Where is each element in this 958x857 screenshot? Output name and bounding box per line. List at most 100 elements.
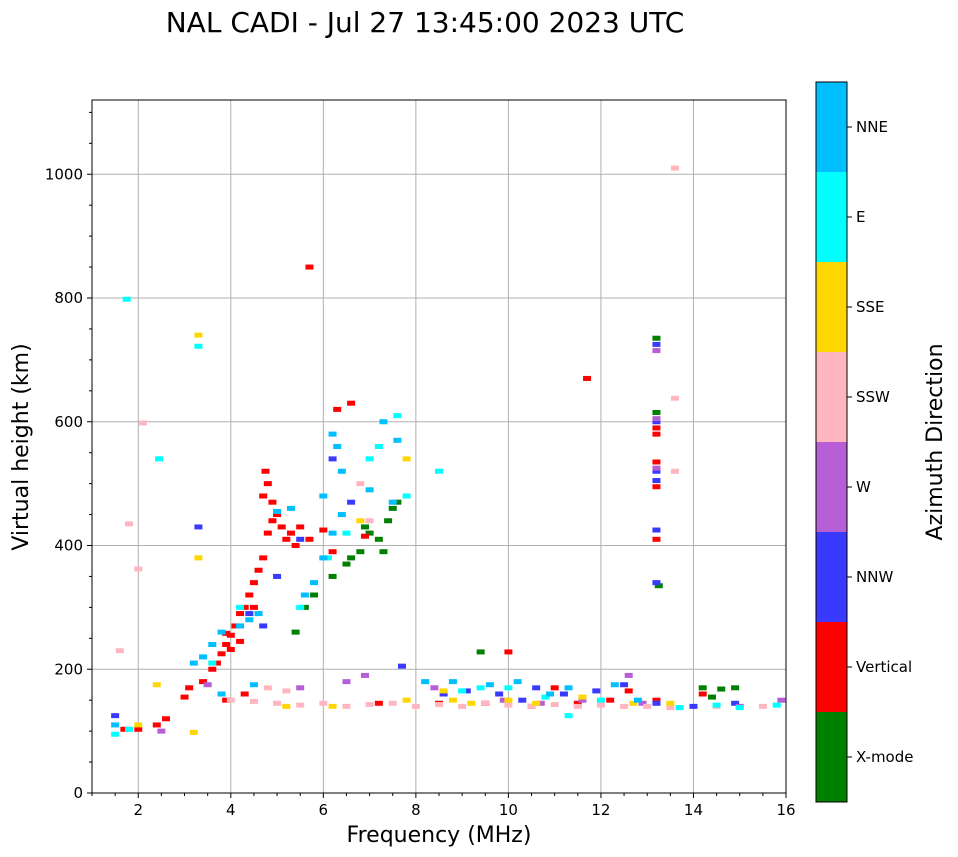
data-point bbox=[319, 555, 328, 561]
chart-title: NAL CADI - Jul 27 13:45:00 2023 UTC bbox=[166, 6, 685, 39]
data-point bbox=[439, 688, 448, 694]
series-nnw bbox=[111, 341, 740, 719]
data-point bbox=[328, 431, 337, 437]
data-point bbox=[342, 530, 351, 536]
data-point bbox=[286, 505, 295, 511]
x-tick-label: 10 bbox=[499, 801, 518, 819]
data-point bbox=[652, 527, 661, 533]
data-point bbox=[476, 685, 485, 691]
colorbar-tick-label: NNE bbox=[856, 118, 888, 136]
data-point bbox=[476, 649, 485, 655]
data-point bbox=[254, 611, 263, 617]
data-point bbox=[652, 341, 661, 347]
data-point bbox=[342, 561, 351, 567]
data-point bbox=[328, 456, 337, 462]
data-point bbox=[259, 623, 268, 629]
data-point bbox=[481, 700, 490, 706]
data-point bbox=[310, 592, 319, 598]
data-point bbox=[273, 573, 282, 579]
colorbar-segment bbox=[816, 172, 847, 262]
data-point bbox=[125, 726, 134, 732]
data-point bbox=[261, 468, 270, 474]
data-point bbox=[536, 700, 545, 706]
data-point bbox=[365, 456, 374, 462]
x-tick-label: 4 bbox=[226, 801, 236, 819]
data-point bbox=[393, 413, 402, 419]
plot-frame bbox=[91, 99, 787, 794]
data-point bbox=[122, 296, 131, 302]
data-point bbox=[236, 638, 245, 644]
data-point bbox=[152, 722, 161, 728]
data-point bbox=[578, 694, 587, 700]
data-point bbox=[624, 672, 633, 678]
data-point bbox=[638, 700, 647, 706]
data-point bbox=[462, 688, 471, 694]
x-tick-label: 6 bbox=[319, 801, 329, 819]
data-point bbox=[448, 679, 457, 685]
colorbar-segment bbox=[816, 352, 847, 442]
data-point bbox=[236, 611, 245, 617]
data-point bbox=[513, 679, 522, 685]
series-sse bbox=[134, 332, 675, 735]
colorbar-segment bbox=[816, 622, 847, 712]
data-point bbox=[282, 703, 291, 709]
data-point bbox=[365, 702, 374, 708]
data-point bbox=[254, 567, 263, 573]
colorbar: X-mode Vertical NNW W SSW SSE E NNE bbox=[815, 81, 913, 803]
series-ssw bbox=[115, 165, 767, 711]
data-point bbox=[439, 691, 448, 697]
data-point bbox=[731, 685, 740, 691]
colorbar-frame bbox=[815, 81, 848, 803]
data-point bbox=[125, 521, 134, 527]
data-point bbox=[458, 703, 467, 709]
data-point bbox=[643, 703, 652, 709]
data-point bbox=[504, 697, 513, 703]
data-point bbox=[328, 530, 337, 536]
colorbar-segment bbox=[816, 82, 847, 172]
data-point bbox=[268, 499, 277, 505]
data-point bbox=[504, 685, 513, 691]
data-point bbox=[652, 465, 661, 471]
data-point bbox=[402, 697, 411, 703]
data-point bbox=[333, 444, 342, 449]
data-point bbox=[217, 691, 226, 697]
data-point bbox=[199, 679, 208, 685]
data-point bbox=[652, 478, 661, 484]
y-tick-label: 400 bbox=[54, 537, 83, 555]
data-point bbox=[652, 348, 661, 354]
data-point bbox=[670, 395, 679, 401]
data-point bbox=[564, 685, 573, 691]
data-point bbox=[259, 493, 268, 499]
data-point bbox=[467, 700, 476, 706]
colorbar-segment bbox=[816, 262, 847, 352]
data-point bbox=[652, 697, 661, 703]
x-axis-label: Frequency (MHz) bbox=[347, 823, 532, 848]
data-point bbox=[546, 691, 555, 697]
data-point bbox=[458, 688, 467, 694]
data-point bbox=[758, 703, 767, 709]
data-point bbox=[374, 444, 383, 449]
data-point bbox=[180, 694, 189, 700]
data-point bbox=[249, 682, 258, 688]
data-point bbox=[342, 679, 351, 685]
data-point bbox=[245, 611, 254, 617]
data-point bbox=[652, 335, 661, 341]
data-point bbox=[208, 666, 217, 672]
data-point bbox=[310, 580, 319, 586]
data-point bbox=[194, 524, 203, 530]
data-point bbox=[231, 623, 240, 629]
data-point bbox=[282, 688, 291, 694]
data-point bbox=[282, 536, 291, 542]
data-point bbox=[532, 700, 541, 706]
y-axis-label: Virtual height (km) bbox=[9, 343, 34, 550]
data-point bbox=[115, 648, 124, 654]
data-point bbox=[731, 700, 740, 706]
data-point bbox=[291, 629, 300, 635]
data-point bbox=[236, 604, 245, 610]
data-point bbox=[185, 685, 194, 691]
data-point bbox=[111, 722, 120, 728]
series-e bbox=[111, 296, 781, 737]
data-point bbox=[328, 549, 337, 555]
data-point bbox=[652, 416, 661, 422]
data-point bbox=[319, 493, 328, 499]
